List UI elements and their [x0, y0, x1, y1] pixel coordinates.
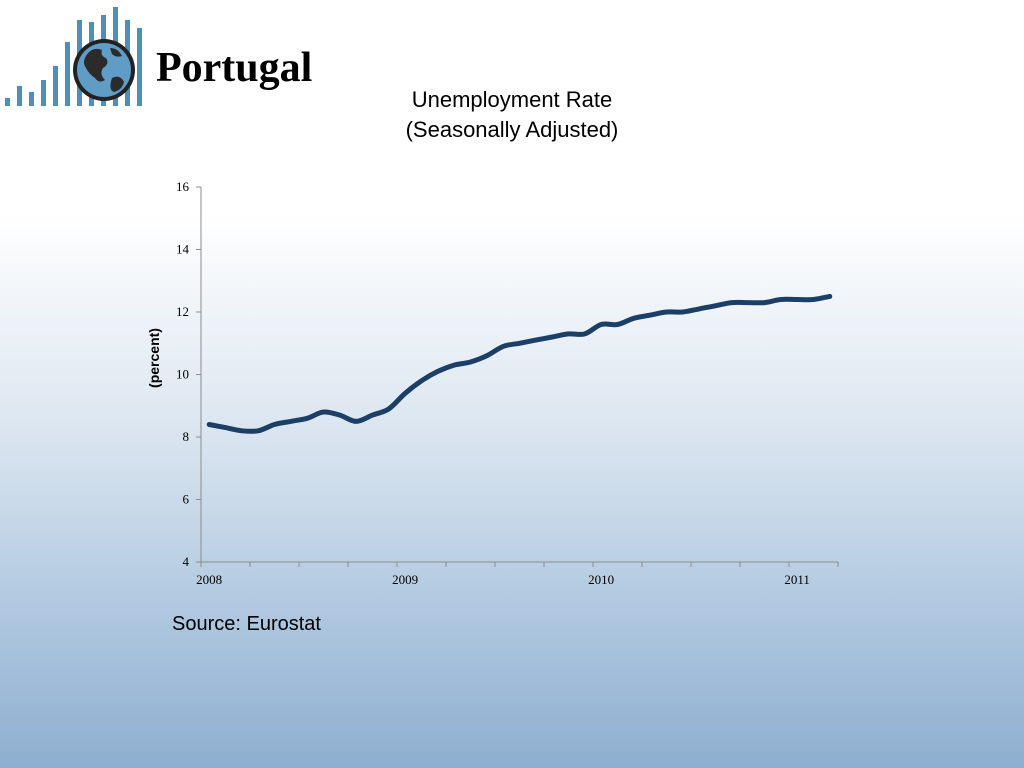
chart-series	[206, 293, 833, 434]
y-tick-label-8: 8	[183, 429, 190, 444]
chart-ticks	[196, 186, 839, 567]
chart-tick-labels: 4 6 8 10 12 14 16 2008 2009 2010 2011	[176, 179, 810, 587]
y-tick-label-12: 12	[176, 304, 189, 319]
series-line-0	[206, 293, 833, 434]
y-axis-label: (percent)	[146, 328, 162, 388]
source-note: Source: Eurostat	[172, 613, 321, 635]
x-tick-label-2010: 2010	[588, 572, 614, 587]
y-tick-label-6: 6	[183, 492, 190, 507]
globe-icon	[73, 39, 135, 101]
x-tick-label-2008: 2008	[196, 572, 222, 587]
page-title: Portugal	[156, 45, 313, 91]
x-tick-label-2009: 2009	[392, 572, 418, 587]
y-tick-label-16: 16	[176, 179, 190, 194]
y-tick-label-4: 4	[183, 554, 190, 569]
chart-title-line-2: (Seasonally Adjusted)	[405, 117, 619, 142]
y-tick-label-10: 10	[176, 367, 189, 382]
globe-bars-logo	[5, 7, 142, 106]
chart-title: Unemployment Rate (Seasonally Adjusted)	[362, 85, 662, 145]
y-tick-label-14: 14	[176, 242, 190, 257]
chart-axes	[200, 187, 838, 563]
chart-title-line-1: Unemployment Rate	[411, 87, 613, 112]
x-tick-label-2011: 2011	[784, 572, 810, 587]
